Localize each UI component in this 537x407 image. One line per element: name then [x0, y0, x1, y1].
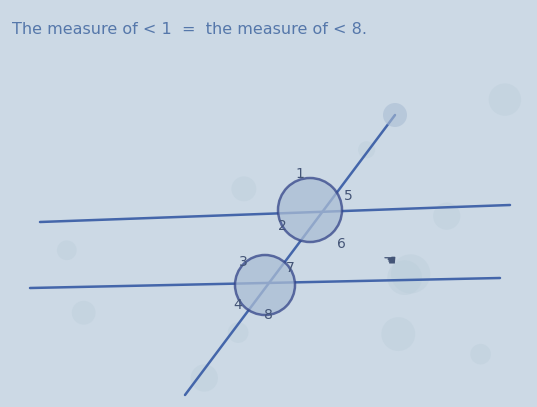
Circle shape: [72, 301, 96, 325]
Text: 7: 7: [286, 261, 294, 275]
Text: 5: 5: [344, 189, 352, 203]
Circle shape: [235, 255, 295, 315]
Circle shape: [191, 364, 218, 392]
Circle shape: [391, 254, 430, 293]
Circle shape: [228, 322, 249, 343]
Circle shape: [387, 260, 422, 295]
Text: ☚: ☚: [383, 252, 397, 267]
Circle shape: [381, 317, 415, 351]
Text: 2: 2: [278, 219, 286, 233]
Circle shape: [433, 203, 460, 230]
Text: 4: 4: [234, 298, 242, 312]
Circle shape: [470, 344, 491, 364]
Circle shape: [383, 103, 407, 127]
Text: 1: 1: [295, 167, 304, 181]
Circle shape: [489, 83, 521, 116]
Circle shape: [57, 241, 77, 260]
Text: 8: 8: [264, 308, 272, 322]
Circle shape: [231, 176, 256, 201]
Text: 6: 6: [337, 237, 345, 251]
Circle shape: [358, 141, 375, 158]
Text: The measure of < 1  =  the measure of < 8.: The measure of < 1 = the measure of < 8.: [12, 22, 367, 37]
Text: 3: 3: [238, 255, 248, 269]
Circle shape: [278, 178, 342, 242]
